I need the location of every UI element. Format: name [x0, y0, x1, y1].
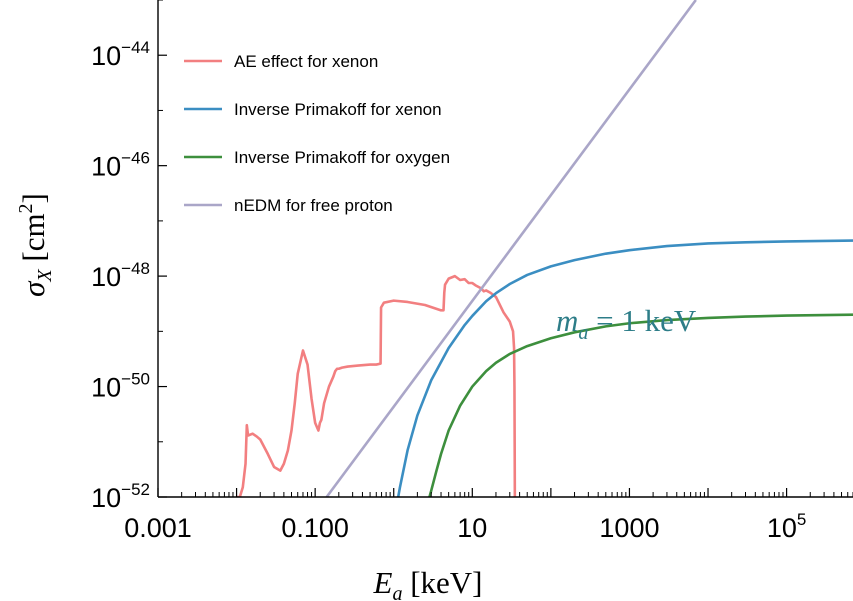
plot-frame	[157, 0, 853, 498]
legend-label-3: nEDM for free proton	[234, 196, 393, 215]
y-tick-label: 10−46	[91, 149, 150, 182]
annotation-mass: ma = 1 keV	[556, 303, 697, 344]
legend-label-1: Inverse Primakoff for xenon	[234, 100, 442, 119]
legend-label-2: Inverse Primakoff for oxygen	[234, 148, 450, 167]
x-tick-label: 0.001	[124, 513, 192, 543]
y-axis-title: σX [cm2]	[15, 193, 56, 297]
x-tick-label: 1000	[599, 513, 659, 543]
x-tick-label: 0.100	[281, 513, 349, 543]
series-line-2	[428, 313, 853, 497]
legend-label-0: AE effect for xenon	[234, 52, 378, 71]
series-line-0	[236, 274, 517, 497]
legend: AE effect for xenon Inverse Primakoff for…	[184, 52, 450, 215]
y-tick-label: 10−52	[91, 480, 150, 513]
x-tick-label: 105	[767, 510, 807, 543]
series-line-3	[325, 0, 697, 497]
y-tick-label: 10−50	[91, 370, 150, 403]
y-tick-label: 10−48	[91, 259, 150, 292]
x-axis-title: Ea [keV]	[373, 565, 483, 601]
tick-marks	[157, 0, 853, 498]
x-tick-label: 10	[457, 513, 487, 543]
y-tick-label: 10−44	[91, 38, 150, 71]
tick-labels: 0.001 0.100 10 1000 105 10−52 10−50 10−48 10−46 1…	[91, 38, 806, 543]
series-line-1	[396, 239, 853, 497]
series-layer	[236, 0, 853, 497]
